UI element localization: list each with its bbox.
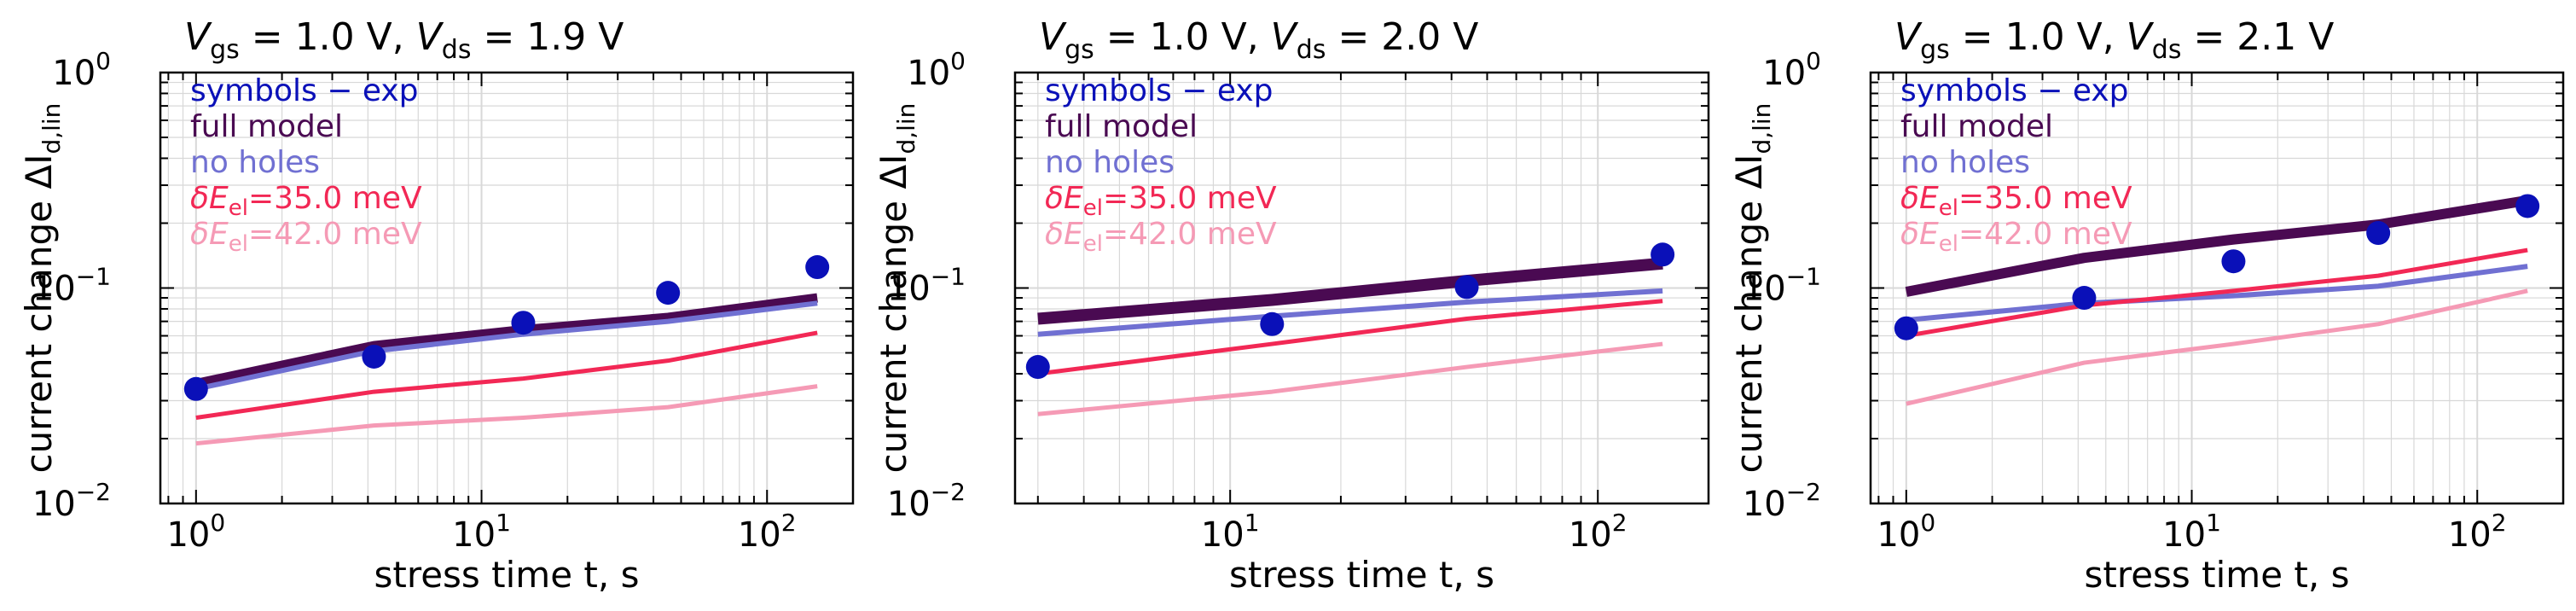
y-axis-label: current change ΔId,lin (1728, 103, 1776, 474)
series-line-1 (1905, 195, 2529, 297)
y-tick-label: 10−1 (32, 263, 111, 309)
data-point (1025, 355, 1050, 380)
data-point (656, 281, 681, 306)
y-tick-label: 10−2 (32, 478, 111, 524)
data-point (1651, 242, 1675, 267)
legend-entry: δEel=42.0 meV (1900, 217, 2132, 257)
legend-entry: no holes (190, 145, 320, 180)
y-tick-label: 10−1 (1743, 263, 1821, 309)
legend-entry: full model (190, 109, 343, 144)
data-point (2221, 249, 2246, 274)
series-line-2 (195, 300, 818, 392)
series-line-1 (1037, 257, 1663, 325)
panel-title: Vgs = 1.0 V, Vds = 2.1 V (1894, 15, 2334, 65)
y-axis-label: current change ΔId,lin (873, 103, 920, 474)
series-line-4 (195, 384, 818, 446)
series-line-3 (1037, 299, 1663, 376)
x-tick-label: 101 (2162, 509, 2221, 555)
data-point (1260, 311, 1285, 336)
x-tick-label: 100 (166, 509, 225, 555)
legend-entry: full model (1900, 109, 2053, 144)
legend-entry: no holes (1045, 145, 1175, 180)
x-tick-label: 102 (738, 509, 797, 555)
series-line-2 (1906, 264, 2528, 323)
axes-frame (1013, 71, 1710, 505)
y-tick-label: 100 (52, 47, 111, 93)
data-point (2072, 286, 2097, 311)
series-line-3 (1906, 247, 2528, 338)
data-point (1454, 275, 1479, 300)
legend-entry: full model (1045, 109, 1198, 144)
y-tick-label: 10−2 (1743, 478, 1821, 524)
series-line-2 (1037, 288, 1663, 337)
x-tick-label: 101 (1201, 509, 1260, 555)
y-tick-label: 10−2 (887, 478, 966, 524)
legend-entry: δEel=35.0 meV (1045, 181, 1277, 221)
y-tick-label: 10−1 (887, 263, 966, 309)
legend-entry: δEel=42.0 meV (1045, 217, 1277, 257)
panel-title: Vgs = 1.0 V, Vds = 1.9 V (184, 15, 624, 65)
legend-entry: no holes (1900, 145, 2030, 180)
panel-title: Vgs = 1.0 V, Vds = 2.0 V (1039, 15, 1478, 65)
axes-frame (1869, 71, 2565, 505)
data-point (362, 344, 386, 369)
chart-panel-2: 101 102 10−2 10−1 100 stress time t, s current… (873, 15, 1710, 596)
axes-frame (159, 71, 855, 505)
data-point (511, 311, 536, 335)
x-axis-label: stress time t, s (1229, 554, 1494, 596)
data-point (805, 255, 830, 280)
legend-entry: symbols − exp (190, 73, 419, 108)
x-tick-label: 102 (2448, 509, 2507, 555)
series-line-4 (1037, 341, 1663, 416)
series-line-3 (195, 330, 818, 420)
legend-entry: symbols − exp (1045, 73, 1273, 108)
chart-panel-3: 100 101 102 10−2 10−1 100 stress time t, s curr… (1728, 15, 2565, 596)
chart-panel-1: 100 101 102 10−2 10−1 100 stress time t, s curr… (18, 15, 855, 596)
x-axis-label: stress time t, s (374, 554, 640, 596)
legend-entry: δEel=35.0 meV (1900, 181, 2132, 221)
data-point (2515, 194, 2540, 218)
x-tick-label: 102 (1569, 509, 1627, 555)
series-line-4 (1906, 288, 2528, 406)
x-axis-label: stress time t, s (2085, 554, 2350, 596)
data-point (1894, 316, 1918, 340)
x-tick-label: 100 (1877, 509, 1935, 555)
y-tick-label: 100 (907, 47, 966, 93)
y-axis-label: current change ΔId,lin (18, 103, 66, 474)
x-tick-label: 101 (452, 509, 511, 555)
legend-entry: symbols − exp (1900, 73, 2129, 108)
legend-entry: δEel=42.0 meV (190, 217, 422, 257)
y-tick-label: 100 (1762, 47, 1821, 93)
data-point (183, 376, 208, 401)
data-point (2366, 221, 2391, 246)
legend-entry: δEel=35.0 meV (190, 181, 422, 221)
